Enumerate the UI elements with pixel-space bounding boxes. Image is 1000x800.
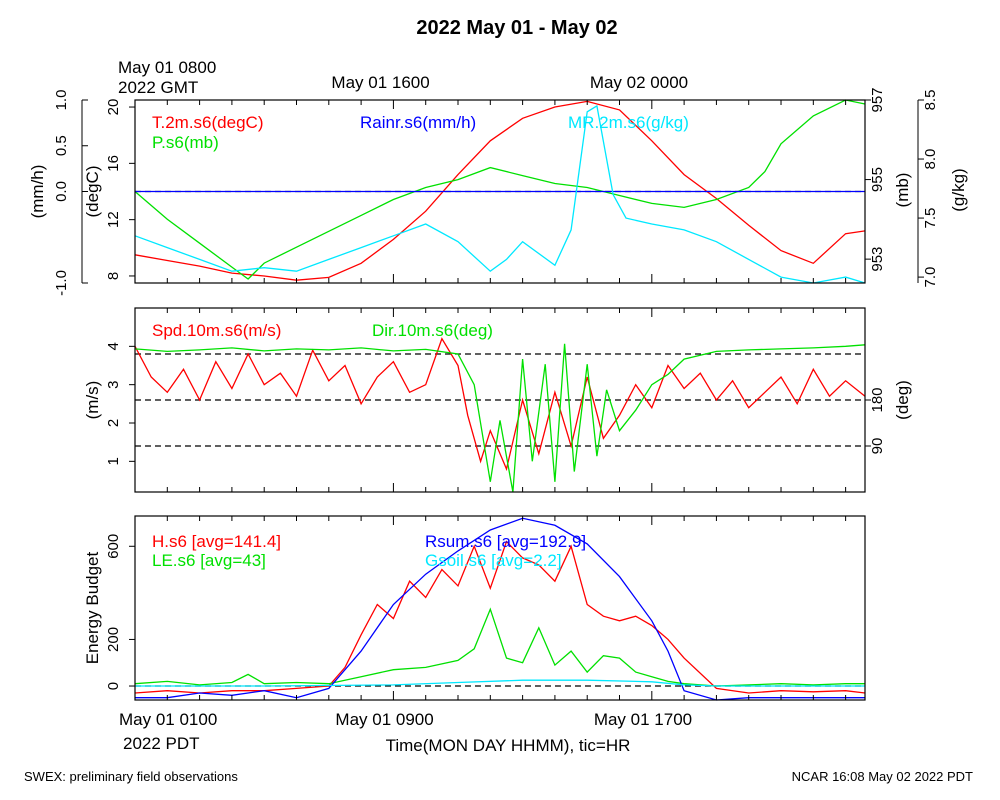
legend-entry: Rsum.s6 [avg=192.9] xyxy=(425,532,586,551)
direction-axis-tick-label: 180 xyxy=(869,387,886,412)
top-time-label: May 02 0000 xyxy=(590,73,688,92)
series-line-1 xyxy=(134,607,865,687)
legend-entry: Spd.10m.s6(m/s) xyxy=(152,321,281,340)
bottom-time-label: 2022 PDT xyxy=(123,734,200,753)
mr-axis-tick-label: 7.0 xyxy=(922,267,939,288)
legend-entry: H.s6 [avg=141.4] xyxy=(152,532,281,551)
series-line-0 xyxy=(134,100,866,281)
speed-axis-tick-label: 1 xyxy=(105,457,122,465)
top-time-label: May 01 0800 xyxy=(118,58,216,77)
mr-axis-tick-label: 8.5 xyxy=(922,90,939,111)
temp-axis-tick-label: 8 xyxy=(105,272,122,280)
mr-axis-tick-label: 7.5 xyxy=(922,208,939,229)
rain-axis-label: (mm/h) xyxy=(28,165,47,219)
rain-axis-tick-label: 1.0 xyxy=(53,90,70,111)
bottom-time-label: May 01 1700 xyxy=(594,710,692,729)
legend-entry: Dir.10m.s6(deg) xyxy=(372,321,493,340)
bottom-time-labels: May 01 0100 2022 PDT May 01 0900 May 01 170… xyxy=(119,710,692,753)
speed-axis-tick-label: 2 xyxy=(105,419,122,427)
footer-right: NCAR 16:08 May 02 2022 PDT xyxy=(792,769,973,784)
energy-axis-tick-label: 600 xyxy=(105,534,122,559)
series-line-1 xyxy=(134,99,866,280)
rain-axis-tick-label: 0.5 xyxy=(53,135,70,156)
bottom-time-label: May 01 0900 xyxy=(335,710,433,729)
pres-axis-tick-label: 957 xyxy=(869,87,886,112)
mr-axis-tick-label: 8.0 xyxy=(922,149,939,170)
footer-left: SWEX: preliminary field observations xyxy=(24,769,238,784)
temp-axis-tick-label: 12 xyxy=(105,211,122,228)
bottom-time-label: May 01 0100 xyxy=(119,710,217,729)
series-line-3 xyxy=(135,679,865,687)
energy-axis-tick-label: 200 xyxy=(105,627,122,652)
legend-entry: Gsoil.s6 [avg=2.2] xyxy=(425,551,562,570)
legend-entry: P.s6(mb) xyxy=(152,133,219,152)
top-time-label: May 01 1600 xyxy=(331,73,429,92)
series-line-1 xyxy=(134,343,866,493)
series-line-3 xyxy=(134,104,866,284)
temp-axis-tick-label: 20 xyxy=(105,99,122,116)
temp-axis-label: (degC) xyxy=(83,166,102,218)
pres-axis-label: (mb) xyxy=(893,173,912,208)
mr-axis-label: (g/kg) xyxy=(949,168,968,211)
series-line-0 xyxy=(134,337,866,472)
pres-axis-tick-label: 955 xyxy=(869,167,886,192)
chart-panels: -1.00.00.51.0(mm/h)8121620(degC)95395595… xyxy=(28,87,968,701)
series-line-0 xyxy=(134,540,866,694)
pres-axis-tick-label: 953 xyxy=(869,247,886,272)
temp-axis-tick-label: 16 xyxy=(105,155,122,172)
direction-axis-tick-label: 90 xyxy=(869,438,886,455)
legend-entry: MR.2m.s6(g/kg) xyxy=(568,113,689,132)
speed-axis-tick-label: 3 xyxy=(105,380,122,388)
legend-entry: T.2m.s6(degC) xyxy=(152,113,263,132)
rain-axis-tick-label: 0.0 xyxy=(53,181,70,202)
energy-axis-label: Energy Budget xyxy=(83,551,102,664)
legend-entry: Rainr.s6(mm/h) xyxy=(360,113,476,132)
x-axis-label: Time(MON DAY HHMM), tic=HR xyxy=(386,736,631,755)
chart-title: 2022 May 01 - May 02 xyxy=(416,17,617,39)
speed-axis-label: (m/s) xyxy=(83,381,102,420)
top-time-label: 2022 GMT xyxy=(118,78,198,97)
rain-axis-tick-label: -1.0 xyxy=(53,270,70,296)
speed-axis-tick-label: 4 xyxy=(105,342,122,350)
energy-axis-tick-label: 0 xyxy=(105,682,122,690)
panel-middle: 1 2 3 4 (m/s) 90 180 (deg) Spd.10m.s6(m/s) Dir.10… xyxy=(83,307,912,493)
panel-top: -1.0 0.0 0.5 1.0 (mm/h) 8 12 16 20 (degC) 953 955 95… xyxy=(28,87,968,295)
legend-entry: LE.s6 [avg=43] xyxy=(152,551,266,570)
direction-axis-label: (deg) xyxy=(893,380,912,420)
